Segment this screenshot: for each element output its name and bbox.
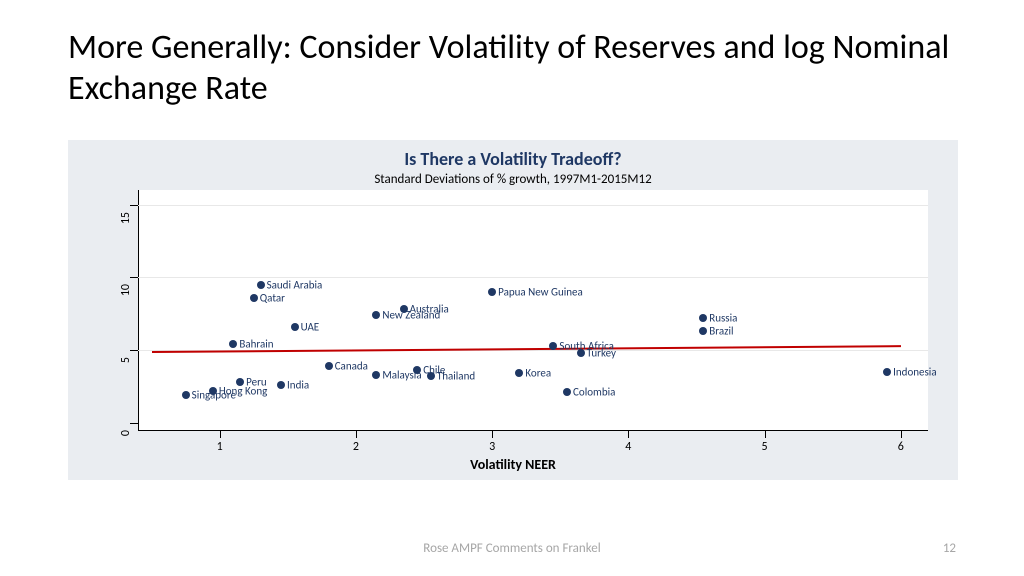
x-tick bbox=[628, 430, 629, 438]
chart-subtitle: Standard Deviations of % growth, 1997M1-… bbox=[68, 172, 958, 187]
y-tick bbox=[130, 350, 138, 351]
x-tick-label: 3 bbox=[489, 440, 495, 454]
data-point bbox=[699, 327, 707, 335]
data-point bbox=[250, 294, 258, 302]
grid-line bbox=[138, 205, 928, 206]
footer-text: Rose AMPF Comments on Frankel bbox=[0, 541, 1024, 556]
data-point-label: Indonesia bbox=[893, 365, 936, 378]
data-point bbox=[182, 391, 190, 399]
x-axis-title: Volatility NEER bbox=[68, 456, 958, 473]
data-point-label: Brazil bbox=[709, 325, 733, 338]
data-point-label: India bbox=[287, 378, 309, 391]
data-point bbox=[577, 349, 585, 357]
data-point bbox=[549, 342, 557, 350]
x-tick-label: 6 bbox=[898, 440, 904, 454]
y-tick bbox=[130, 423, 138, 424]
data-point bbox=[883, 368, 891, 376]
data-point bbox=[488, 288, 496, 296]
data-point bbox=[372, 311, 380, 319]
x-tick bbox=[765, 430, 766, 438]
y-tick bbox=[130, 277, 138, 278]
data-point bbox=[427, 372, 435, 380]
y-axis bbox=[138, 190, 139, 430]
data-point-label: Papua New Guinea bbox=[498, 285, 583, 298]
chart-container: Is There a Volatility Tradeoff? Standard… bbox=[68, 140, 958, 480]
x-axis bbox=[138, 430, 928, 431]
x-tick bbox=[901, 430, 902, 438]
data-point-label: Malaysia bbox=[382, 368, 421, 381]
data-point bbox=[291, 323, 299, 331]
data-point bbox=[515, 369, 523, 377]
data-point-label: Korea bbox=[525, 367, 551, 380]
data-point-label: UAE bbox=[301, 320, 320, 333]
data-point-label: Colombia bbox=[573, 386, 615, 399]
data-point-label: Russia bbox=[709, 312, 737, 325]
y-tick-label: 15 bbox=[119, 212, 133, 238]
data-point-label: Qatar bbox=[260, 291, 285, 304]
y-tick-label: 5 bbox=[119, 357, 133, 383]
page-number: 12 bbox=[943, 541, 956, 556]
y-tick bbox=[130, 205, 138, 206]
x-tick-label: 1 bbox=[217, 440, 223, 454]
slide-title: More Generally: Consider Volatility of R… bbox=[68, 28, 956, 110]
data-point-label: Canada bbox=[335, 360, 368, 373]
data-point-label: Thailand bbox=[437, 370, 475, 383]
data-point bbox=[372, 371, 380, 379]
x-tick bbox=[356, 430, 357, 438]
chart-title: Is There a Volatility Tradeoff? bbox=[68, 140, 958, 170]
data-point-label: Saudi Arabia bbox=[267, 278, 323, 291]
data-point-label: Singapore bbox=[192, 389, 236, 402]
x-tick-label: 5 bbox=[762, 440, 768, 454]
data-point bbox=[229, 340, 237, 348]
grid-line bbox=[138, 277, 928, 278]
data-point-label: Bahrain bbox=[239, 338, 273, 351]
data-point bbox=[277, 381, 285, 389]
x-tick-label: 4 bbox=[625, 440, 631, 454]
data-point-label: Turkey bbox=[587, 346, 616, 359]
y-tick-label: 10 bbox=[119, 284, 133, 310]
data-point bbox=[699, 314, 707, 322]
x-tick-label: 2 bbox=[353, 440, 359, 454]
x-tick bbox=[220, 430, 221, 438]
data-point-label: New Zealand bbox=[382, 309, 440, 322]
data-point bbox=[257, 281, 265, 289]
data-point bbox=[563, 388, 571, 396]
data-point bbox=[325, 362, 333, 370]
x-tick bbox=[492, 430, 493, 438]
y-tick-label: 0 bbox=[119, 430, 133, 456]
